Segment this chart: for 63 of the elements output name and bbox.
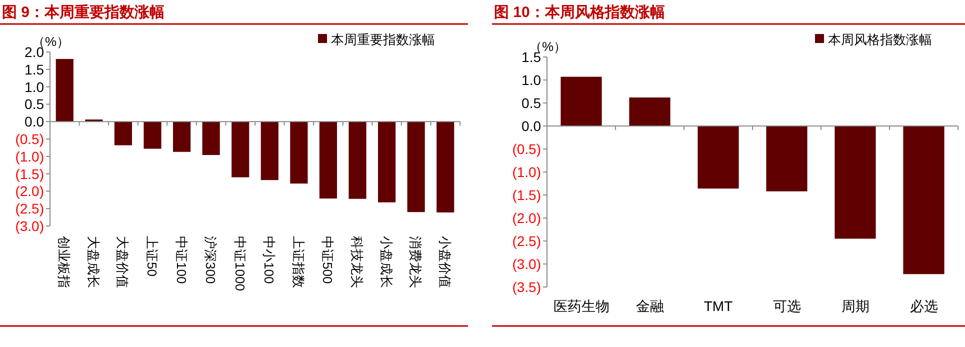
bar <box>698 126 739 189</box>
bar <box>629 97 670 126</box>
bar <box>290 122 308 184</box>
y-tick-label: 1.0 <box>522 72 542 88</box>
y-tick-label: 0.0 <box>522 118 542 134</box>
x-tick-label: 中证500 <box>320 236 336 284</box>
bar <box>260 122 278 180</box>
y-tick-label: (1.5) <box>512 187 541 203</box>
x-tick-label: TMT <box>704 298 734 314</box>
chart-title: 图 9：本周重要指数涨幅 <box>2 4 165 21</box>
x-tick-label: 小盘价值 <box>437 236 452 288</box>
y-tick-label: (3.0) <box>512 256 541 272</box>
x-tick-label: 上证50 <box>144 236 160 276</box>
x-tick-label: 沪深300 <box>203 236 218 284</box>
y-tick-label: (2.5) <box>15 200 44 217</box>
y-tick-label: 0.5 <box>522 95 542 111</box>
bar <box>348 122 366 199</box>
x-tick-label: 周期 <box>841 298 870 314</box>
x-tick-label: 中小100 <box>262 236 277 284</box>
y-tick-label: 0.0 <box>24 114 44 130</box>
x-tick-label: 金融 <box>636 298 664 314</box>
x-tick-label: 必选 <box>910 298 938 314</box>
y-tick-label: 1.0 <box>24 78 44 95</box>
bar <box>144 122 162 149</box>
x-tick-label: 大盘价值 <box>115 236 130 288</box>
x-tick-label: 消费龙头 <box>408 236 424 288</box>
x-tick-label: 大盘成长 <box>86 236 101 288</box>
y-tick-label: (3.5) <box>512 279 541 295</box>
bar <box>319 122 337 199</box>
legend-label: 本周重要指数涨幅 <box>331 32 435 47</box>
bar <box>114 122 132 146</box>
y-tick-label: (0.5) <box>15 131 44 147</box>
y-tick-label: 0.5 <box>24 96 44 112</box>
x-tick-label: 小盘成长 <box>378 236 394 288</box>
legend-label: 本周风格指数涨幅 <box>828 32 932 47</box>
bar <box>436 122 454 212</box>
y-tick-label: (3.0) <box>15 218 44 234</box>
y-tick-label: (2.0) <box>512 210 541 226</box>
x-tick-label: 医药生物 <box>553 298 610 314</box>
x-tick-label: 上证指数 <box>290 236 306 288</box>
y-tick-label: 1.5 <box>24 61 44 78</box>
bar <box>766 126 808 192</box>
y-tick-label: (0.5) <box>512 141 541 157</box>
x-tick-label: 中证1000 <box>232 236 248 291</box>
bar <box>903 126 944 274</box>
bar <box>173 122 191 152</box>
bar <box>834 126 876 239</box>
bar <box>407 122 425 212</box>
bar <box>56 58 74 122</box>
y-tick-label: (2.0) <box>15 183 44 200</box>
y-tick-label: (1.0) <box>512 164 541 180</box>
bar <box>202 122 220 156</box>
chart-title: 图 10：本周风格指数涨幅 <box>494 4 665 21</box>
x-tick-label: 创业板指 <box>56 236 72 288</box>
bar <box>232 122 250 178</box>
bar <box>378 122 396 202</box>
y-tick-label: (2.5) <box>512 233 541 249</box>
x-tick-label: 可选 <box>772 298 801 314</box>
bar <box>560 76 602 126</box>
y-tick-label: (1.0) <box>15 148 44 164</box>
x-tick-label: 科技龙头 <box>350 236 364 288</box>
x-tick-label: 中证100 <box>174 236 189 284</box>
y-tick-label: (1.5) <box>15 166 44 182</box>
